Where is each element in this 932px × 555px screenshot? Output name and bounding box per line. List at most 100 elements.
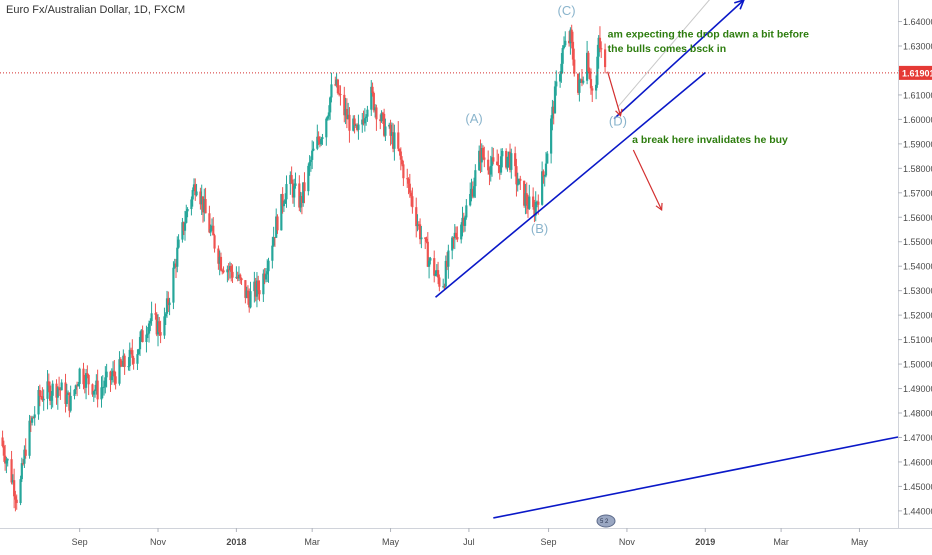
candle: [203, 188, 206, 222]
candle: [57, 376, 61, 396]
candle: [544, 152, 548, 178]
time-tick-label: Sep: [541, 537, 557, 547]
candle: [316, 124, 319, 151]
candle: [173, 258, 176, 269]
candle: [163, 307, 166, 339]
time-tick-label: Sep: [72, 537, 88, 547]
candle: [23, 445, 26, 468]
candle: [392, 123, 395, 153]
candle: [469, 182, 472, 207]
candle: [398, 148, 401, 156]
candle: [402, 160, 405, 187]
time-tick-label: Jul: [463, 537, 475, 547]
candle: [354, 123, 357, 128]
candle: [118, 351, 121, 386]
wave-label[interactable]: (B): [531, 221, 548, 236]
candle: [239, 273, 242, 284]
price-tick-label: 1.45000: [903, 482, 932, 492]
candle: [325, 117, 328, 146]
candle: [64, 373, 67, 413]
candle: [262, 269, 265, 302]
wave-label[interactable]: (D): [609, 114, 627, 129]
candle: [390, 122, 393, 145]
price-tick-label: 1.60000: [903, 115, 932, 125]
candle: [24, 438, 27, 459]
note-text[interactable]: am expecting the drop dawn a bit before: [608, 28, 809, 40]
candle: [507, 151, 510, 168]
candle: [397, 121, 400, 152]
candle: [128, 342, 131, 371]
candle: [200, 184, 203, 216]
candle: [137, 348, 140, 355]
price-tick-label: 1.49000: [903, 384, 932, 394]
candle: [105, 363, 108, 388]
wave-label[interactable]: (C): [558, 3, 576, 18]
candle: [582, 76, 585, 85]
trendline[interactable]: [493, 436, 899, 519]
candle: [481, 145, 485, 161]
candle: [526, 194, 530, 218]
candle: [425, 236, 428, 244]
red-arrow[interactable]: [607, 71, 623, 117]
price-axis[interactable]: 1.44000 1.45000 1.46000 1.47000 1.48000 1.490…: [898, 17, 932, 516]
candle: [541, 161, 544, 206]
candle: [201, 196, 205, 223]
trendline[interactable]: [613, 0, 745, 120]
candle: [336, 78, 339, 95]
candle: [183, 210, 187, 241]
trendline[interactable]: [434, 72, 706, 298]
candle: [434, 270, 437, 277]
candle: [388, 122, 391, 129]
candle: [453, 224, 456, 250]
candle: [401, 156, 404, 167]
candle: [327, 105, 330, 121]
wave-label[interactable]: (A): [465, 111, 482, 126]
price-tick-label: 1.55000: [903, 237, 932, 247]
candle: [290, 166, 293, 184]
candle: [339, 85, 342, 106]
time-axis[interactable]: Sep Nov 2018 Mar May Jul Sep Nov 2019 Mar May: [72, 528, 869, 547]
candle: [300, 192, 304, 215]
candle: [438, 274, 441, 292]
candle: [474, 164, 477, 198]
candle: [454, 226, 458, 240]
candle: [192, 178, 196, 192]
candle: [131, 339, 134, 365]
candle: [55, 379, 58, 405]
price-tick-label: 1.46000: [903, 457, 932, 467]
note-text[interactable]: the bulls comes bsck in: [608, 43, 726, 55]
candle: [22, 459, 25, 466]
projection-arrowhead: [734, 0, 745, 10]
candle: [285, 175, 288, 208]
candle: [146, 327, 149, 339]
candle: [246, 285, 250, 305]
candle: [195, 183, 198, 197]
candle: [379, 114, 382, 130]
price-tick-label: 1.54000: [903, 262, 932, 272]
candle: [289, 171, 292, 195]
candle: [508, 143, 512, 173]
candle: [573, 48, 576, 77]
candle: [555, 70, 558, 96]
candle: [248, 288, 251, 313]
candle: [249, 281, 252, 309]
candle: [594, 75, 598, 100]
note-text[interactable]: a break here invalidates he buy: [632, 134, 788, 146]
candle: [490, 146, 494, 177]
candle: [577, 73, 580, 95]
price-tick-label: 1.61000: [903, 90, 932, 100]
candle: [38, 384, 41, 407]
candle: [515, 158, 518, 197]
time-tick-label: Nov: [150, 537, 167, 547]
candle: [273, 236, 277, 247]
candle: [91, 383, 94, 397]
candle: [119, 357, 122, 368]
red-arrow[interactable]: [632, 149, 663, 212]
candle: [176, 236, 179, 273]
candle: [14, 490, 17, 512]
candle: [415, 197, 418, 238]
candle: [194, 178, 197, 201]
candle: [109, 370, 112, 392]
